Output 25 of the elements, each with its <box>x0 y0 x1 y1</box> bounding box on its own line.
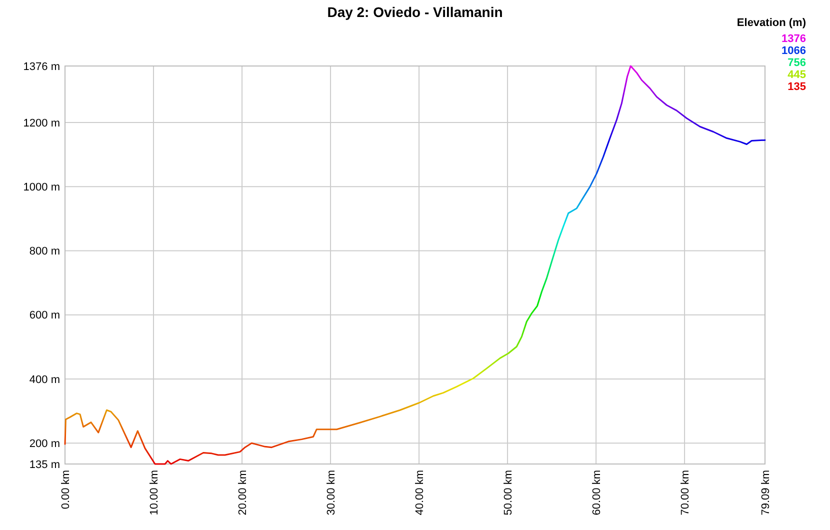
text: 135 <box>788 81 806 93</box>
y-tick-label: 200 m <box>29 438 60 450</box>
text: 1376 <box>782 33 806 45</box>
y-tick-label: 600 m <box>29 310 60 322</box>
x-tick-label: 50.00 km <box>502 470 514 516</box>
x-tick-label: 20.00 km <box>236 470 249 516</box>
x-tick-label: 0.00 km <box>60 470 72 510</box>
x-tick-label: 60.00 km <box>590 470 603 516</box>
text: 445 <box>788 69 806 81</box>
x-tick-label: 79.09 km <box>760 470 772 516</box>
y-tick-label: 1000 m <box>23 181 60 194</box>
y-tick-label: 1200 m <box>23 117 60 130</box>
y-tick-label: 135 m <box>29 458 60 471</box>
y-tick-label: 1376 m <box>23 60 60 73</box>
text: 1066 <box>782 45 806 57</box>
y-tick-label: 800 m <box>29 246 60 258</box>
x-tick-label: 70.00 km <box>679 470 692 516</box>
y-tick-label: 400 m <box>29 374 60 386</box>
chart-title: Day 2: Oviedo - Villamanin <box>327 4 503 20</box>
text: Elevation (m) <box>736 17 806 29</box>
x-tick-label: 10.00 km <box>148 470 160 516</box>
x-tick-label: 40.00 km <box>414 470 426 516</box>
line-series <box>64 65 766 465</box>
x-tick-label: 30.00 km <box>325 470 338 516</box>
text: 756 <box>788 57 806 69</box>
